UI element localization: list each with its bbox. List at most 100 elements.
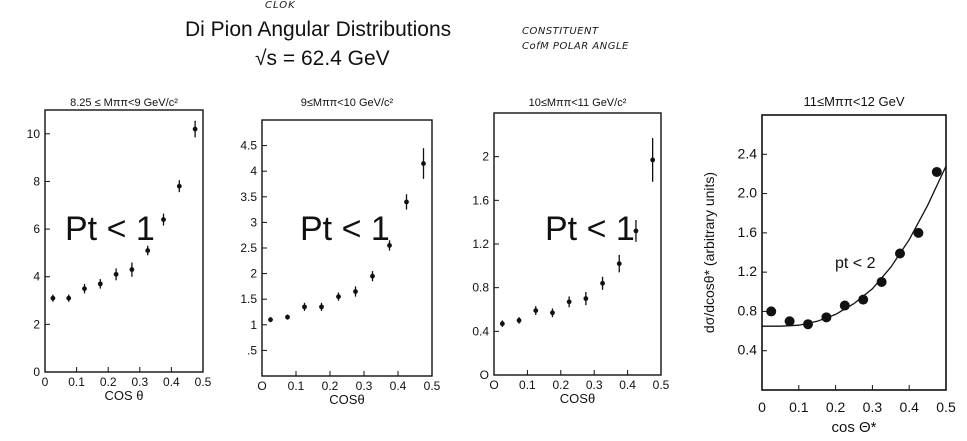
data-point bbox=[784, 316, 795, 327]
y-tick-label: 4 bbox=[33, 270, 40, 284]
data-point bbox=[566, 299, 572, 305]
handwritten-note-top: CLOK bbox=[265, 0, 296, 11]
x-tick-label: 0.5 bbox=[936, 399, 956, 415]
data-point bbox=[421, 161, 426, 166]
y-tick-label: 2 bbox=[250, 267, 257, 281]
y-tick-label: 0.4 bbox=[472, 324, 489, 338]
y-tick-label: 2 bbox=[33, 317, 40, 331]
y-tick-label: 1 bbox=[250, 318, 257, 332]
data-point bbox=[516, 318, 522, 323]
x-tick-label: 0.3 bbox=[356, 379, 373, 393]
panel-title: 11≤Mππ<12 GeV bbox=[803, 94, 904, 109]
data-point bbox=[113, 271, 119, 277]
data-point bbox=[66, 295, 72, 301]
data-point bbox=[550, 310, 555, 316]
x-tick-label: 0.4 bbox=[619, 378, 636, 392]
x-tick-label: 0.2 bbox=[100, 375, 117, 389]
panel-title: 10≤Mππ<11 GeV/c² bbox=[529, 97, 627, 109]
data-point bbox=[353, 289, 358, 294]
panel-title: 8.25 ≤ Mππ<9 GeV/c² bbox=[70, 97, 178, 109]
y-tick-label: 1.6 bbox=[472, 193, 489, 207]
y-tick-label: 1.2 bbox=[738, 263, 758, 279]
data-point bbox=[404, 199, 409, 205]
panel-title: 9≤Mππ<10 GeV/c² bbox=[301, 97, 394, 109]
y-tick-label: 3.5 bbox=[240, 190, 257, 204]
x-tick-label: 0.1 bbox=[288, 379, 305, 393]
y-tick-label: 0.8 bbox=[738, 302, 758, 318]
y-tick-label: O bbox=[480, 368, 489, 382]
energy-label: √s = 62.4 GeV bbox=[255, 47, 390, 70]
handwritten-note-line-1: CONSTITUENT bbox=[522, 26, 599, 37]
handwritten-note-line-2: CofM POLAR ANGLE bbox=[522, 41, 629, 52]
x-tick-label: 0.3 bbox=[586, 378, 603, 392]
data-point bbox=[499, 321, 505, 327]
figure-title: Di Pion Angular Distributions bbox=[185, 18, 452, 41]
data-point bbox=[161, 217, 166, 222]
data-point bbox=[387, 243, 392, 248]
x-tick-label: 0.4 bbox=[899, 399, 919, 415]
data-point bbox=[650, 157, 656, 163]
x-axis-label: COS θ bbox=[104, 388, 143, 403]
y-tick-label: 2 bbox=[482, 150, 489, 164]
x-tick-label: 0.2 bbox=[552, 378, 569, 392]
data-point bbox=[285, 314, 290, 320]
y-tick-label: 0.4 bbox=[738, 342, 758, 358]
x-tick-label: 0.4 bbox=[163, 375, 180, 389]
y-tick-label: 0 bbox=[33, 365, 40, 379]
y-tick-label: 4.5 bbox=[240, 139, 257, 153]
x-tick-label: 0.3 bbox=[131, 375, 148, 389]
handwritten-note-right: CONSTITUENT CofM POLAR ANGLE bbox=[522, 24, 629, 54]
data-point bbox=[370, 273, 375, 279]
data-point bbox=[82, 286, 87, 292]
panel-1: 8.25 ≤ Mππ<9 GeV/c² 0 0.1 0.2 0.3 0.4 0.5 0 2 4 6 8… bbox=[27, 97, 212, 403]
data-point bbox=[336, 294, 341, 300]
x-tick-label: 0.5 bbox=[195, 375, 212, 389]
panel-annotation: Pt < 1 bbox=[65, 210, 155, 248]
y-tick-label: 10 bbox=[27, 127, 41, 141]
panel-annotation: pt < 2 bbox=[835, 255, 876, 272]
data-point bbox=[319, 304, 324, 310]
data-point bbox=[839, 300, 850, 311]
y-axis-label: dσ/dcosθ* (arbitrary units) bbox=[701, 172, 717, 333]
x-tick-label: 0 bbox=[42, 375, 49, 389]
data-point bbox=[616, 261, 622, 267]
panel-annotation: Pt < 1 bbox=[300, 210, 390, 248]
y-tick-label: 1.5 bbox=[240, 292, 257, 306]
x-tick-label: 0.1 bbox=[789, 399, 809, 415]
y-tick-label: 2.4 bbox=[738, 145, 758, 161]
y-tick-label: 2.0 bbox=[738, 185, 758, 201]
x-tick-label: O bbox=[257, 379, 266, 393]
data-point bbox=[176, 183, 182, 189]
data-point bbox=[600, 280, 605, 286]
panel-3: 10≤Mππ<11 GeV/c² O 0.1 0.2 0.3 0.4 0.5 O 0.4 0.8 1… bbox=[472, 97, 669, 406]
x-tick-label: 0.2 bbox=[826, 399, 846, 415]
x-axis-label: COSθ bbox=[560, 391, 595, 406]
data-point bbox=[858, 294, 869, 305]
y-tick-label: .5 bbox=[247, 343, 257, 357]
x-axis-label: cos Θ* bbox=[831, 419, 876, 436]
data-point bbox=[302, 304, 307, 310]
data-point bbox=[533, 308, 539, 313]
x-tick-label: 0.1 bbox=[68, 375, 85, 389]
data-point bbox=[913, 227, 924, 238]
panel-2: 9≤Mππ<10 GeV/c² O 0.1 0.2 0.3 0.4 0.5 .5 1 1.5 2 2.… bbox=[240, 97, 440, 407]
x-axis-label: COSθ bbox=[329, 392, 364, 407]
y-tick-label: 4 bbox=[250, 164, 257, 178]
plot-frame bbox=[44, 109, 204, 373]
y-tick-label: 1.6 bbox=[738, 224, 758, 240]
data-point bbox=[268, 317, 273, 323]
data-point bbox=[803, 319, 813, 330]
data-point bbox=[145, 248, 151, 253]
plot-frame bbox=[761, 114, 947, 391]
y-tick-label: 3 bbox=[250, 215, 257, 229]
fit-curve bbox=[762, 165, 947, 327]
data-point bbox=[876, 276, 887, 287]
data-point bbox=[821, 312, 832, 323]
panel-annotation: Pt < 1 bbox=[545, 210, 635, 248]
x-tick-label: 0.1 bbox=[519, 378, 536, 392]
x-tick-label: 0.5 bbox=[424, 379, 441, 393]
x-tick-label: 0.3 bbox=[863, 399, 883, 415]
data-point bbox=[931, 166, 942, 177]
x-tick-label: 0 bbox=[758, 399, 766, 415]
